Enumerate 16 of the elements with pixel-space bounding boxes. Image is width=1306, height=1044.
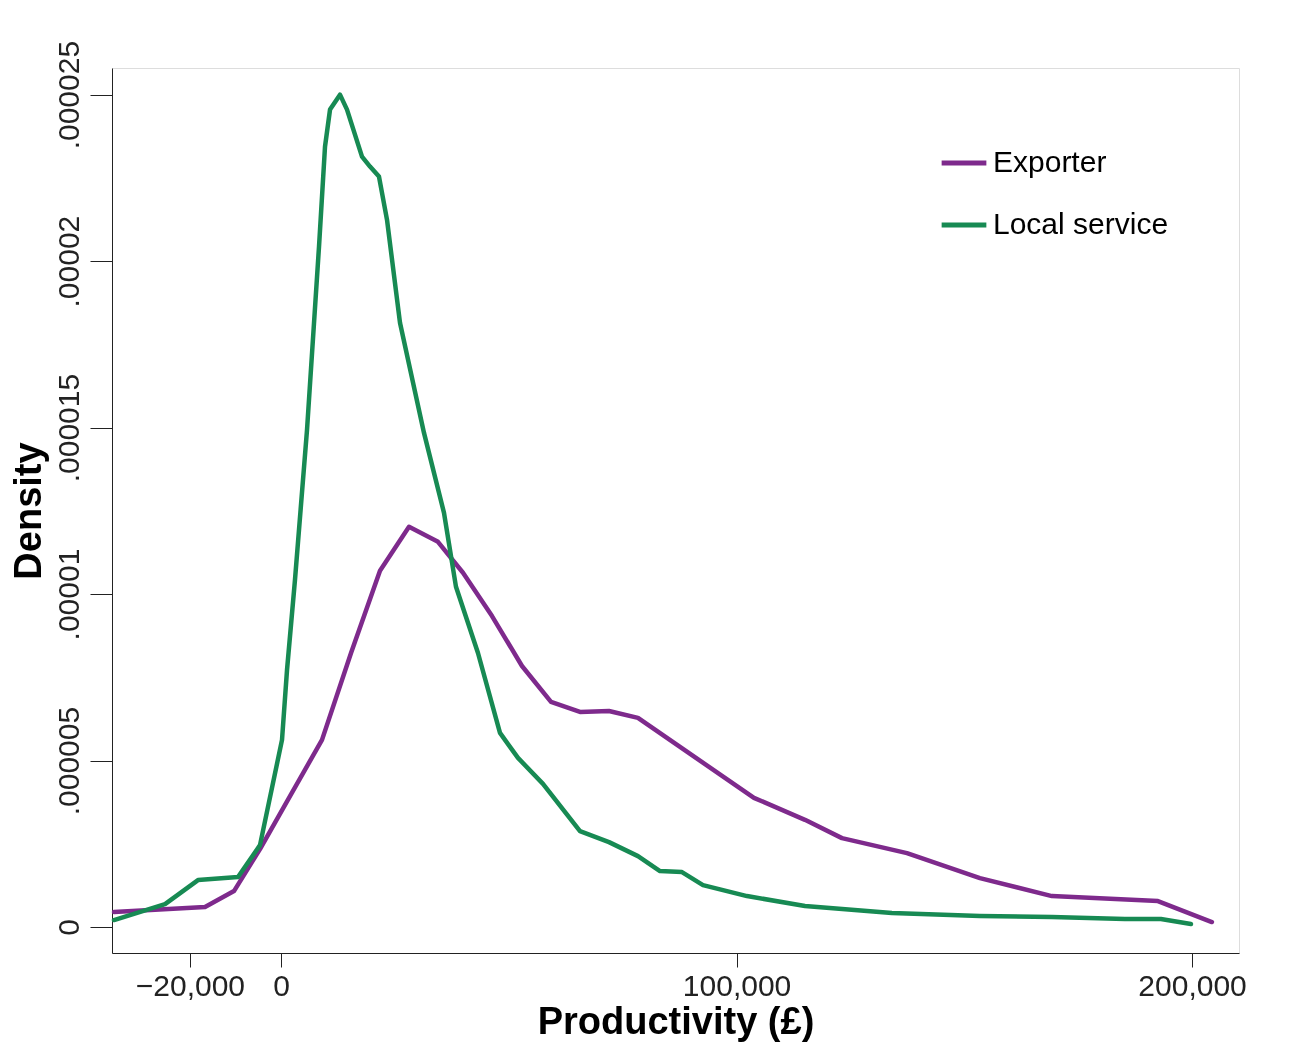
x-tick-label: 0: [273, 968, 290, 1002]
x-tick-label: 100,000: [682, 968, 792, 1002]
x-axis-title: Productivity (£): [537, 999, 815, 1042]
y-axis-title: Density: [6, 442, 49, 580]
y-tick-label: .000025: [51, 40, 85, 150]
line-series: [111, 92, 1194, 927]
y-tick-label: 0: [51, 919, 85, 936]
x-tick-label: 200,000: [1138, 968, 1247, 1002]
y-tick-label: .000015: [51, 373, 85, 483]
legend-label: Exporter: [993, 145, 1107, 178]
y-tick-label: .000005: [51, 706, 85, 816]
legend-label: Local service: [993, 207, 1169, 240]
y-tick-label: .00002: [51, 215, 85, 308]
y-tick-label: .00001: [51, 548, 85, 641]
x-tick-label: −20,000: [135, 968, 246, 1002]
line-series: [111, 524, 1215, 925]
